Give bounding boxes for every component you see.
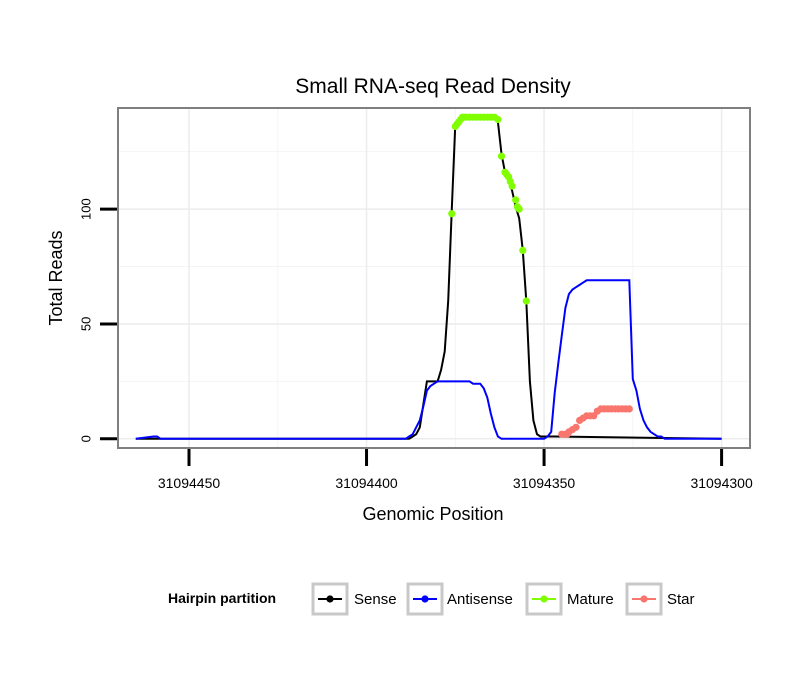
legend-label: Antisense [447, 591, 513, 608]
x-tick-label: 31094350 [513, 475, 576, 491]
chart-title: Small RNA-seq Read Density [295, 75, 571, 98]
mature-point [512, 196, 520, 204]
y-axis-title: Total Reads [46, 230, 66, 325]
series-layer [135, 113, 722, 440]
legend: Hairpin partition Sense Antisense Mature St… [168, 582, 695, 616]
plot-panel-border [117, 107, 751, 449]
star-point [572, 423, 580, 431]
x-tick-label: 31094300 [690, 475, 753, 491]
y-tick-label: 100 [79, 198, 94, 220]
legend-key-point [640, 595, 648, 603]
legend-key-point [540, 595, 548, 603]
legend-key-point [421, 595, 429, 603]
legend-key-point [326, 595, 334, 603]
mature-point [497, 152, 506, 160]
mature-points [448, 113, 530, 305]
x-axis-title: Genomic Position [362, 504, 503, 524]
star-points [558, 405, 633, 438]
legend-label: Sense [354, 591, 397, 608]
mature-point [519, 246, 527, 254]
antisense-line [135, 279, 722, 440]
y-tick-label: 50 [79, 317, 94, 331]
y-tick-label: 0 [79, 435, 94, 442]
legend-label: Star [667, 591, 695, 608]
mature-point [494, 115, 502, 124]
x-axis: 31094450 31094400 31094350 31094300 [158, 449, 753, 491]
legend-title: Hairpin partition [168, 590, 276, 606]
plot-panel [117, 107, 751, 449]
y-axis: 0 50 100 [79, 198, 117, 442]
x-tick-label: 31094450 [158, 475, 221, 491]
star-point [625, 405, 633, 413]
mature-point [522, 297, 530, 305]
legend-label: Mature [567, 591, 614, 608]
mature-point [508, 182, 516, 190]
mature-point [448, 210, 456, 218]
mature-point [515, 205, 523, 213]
x-tick-label: 31094400 [335, 475, 398, 491]
